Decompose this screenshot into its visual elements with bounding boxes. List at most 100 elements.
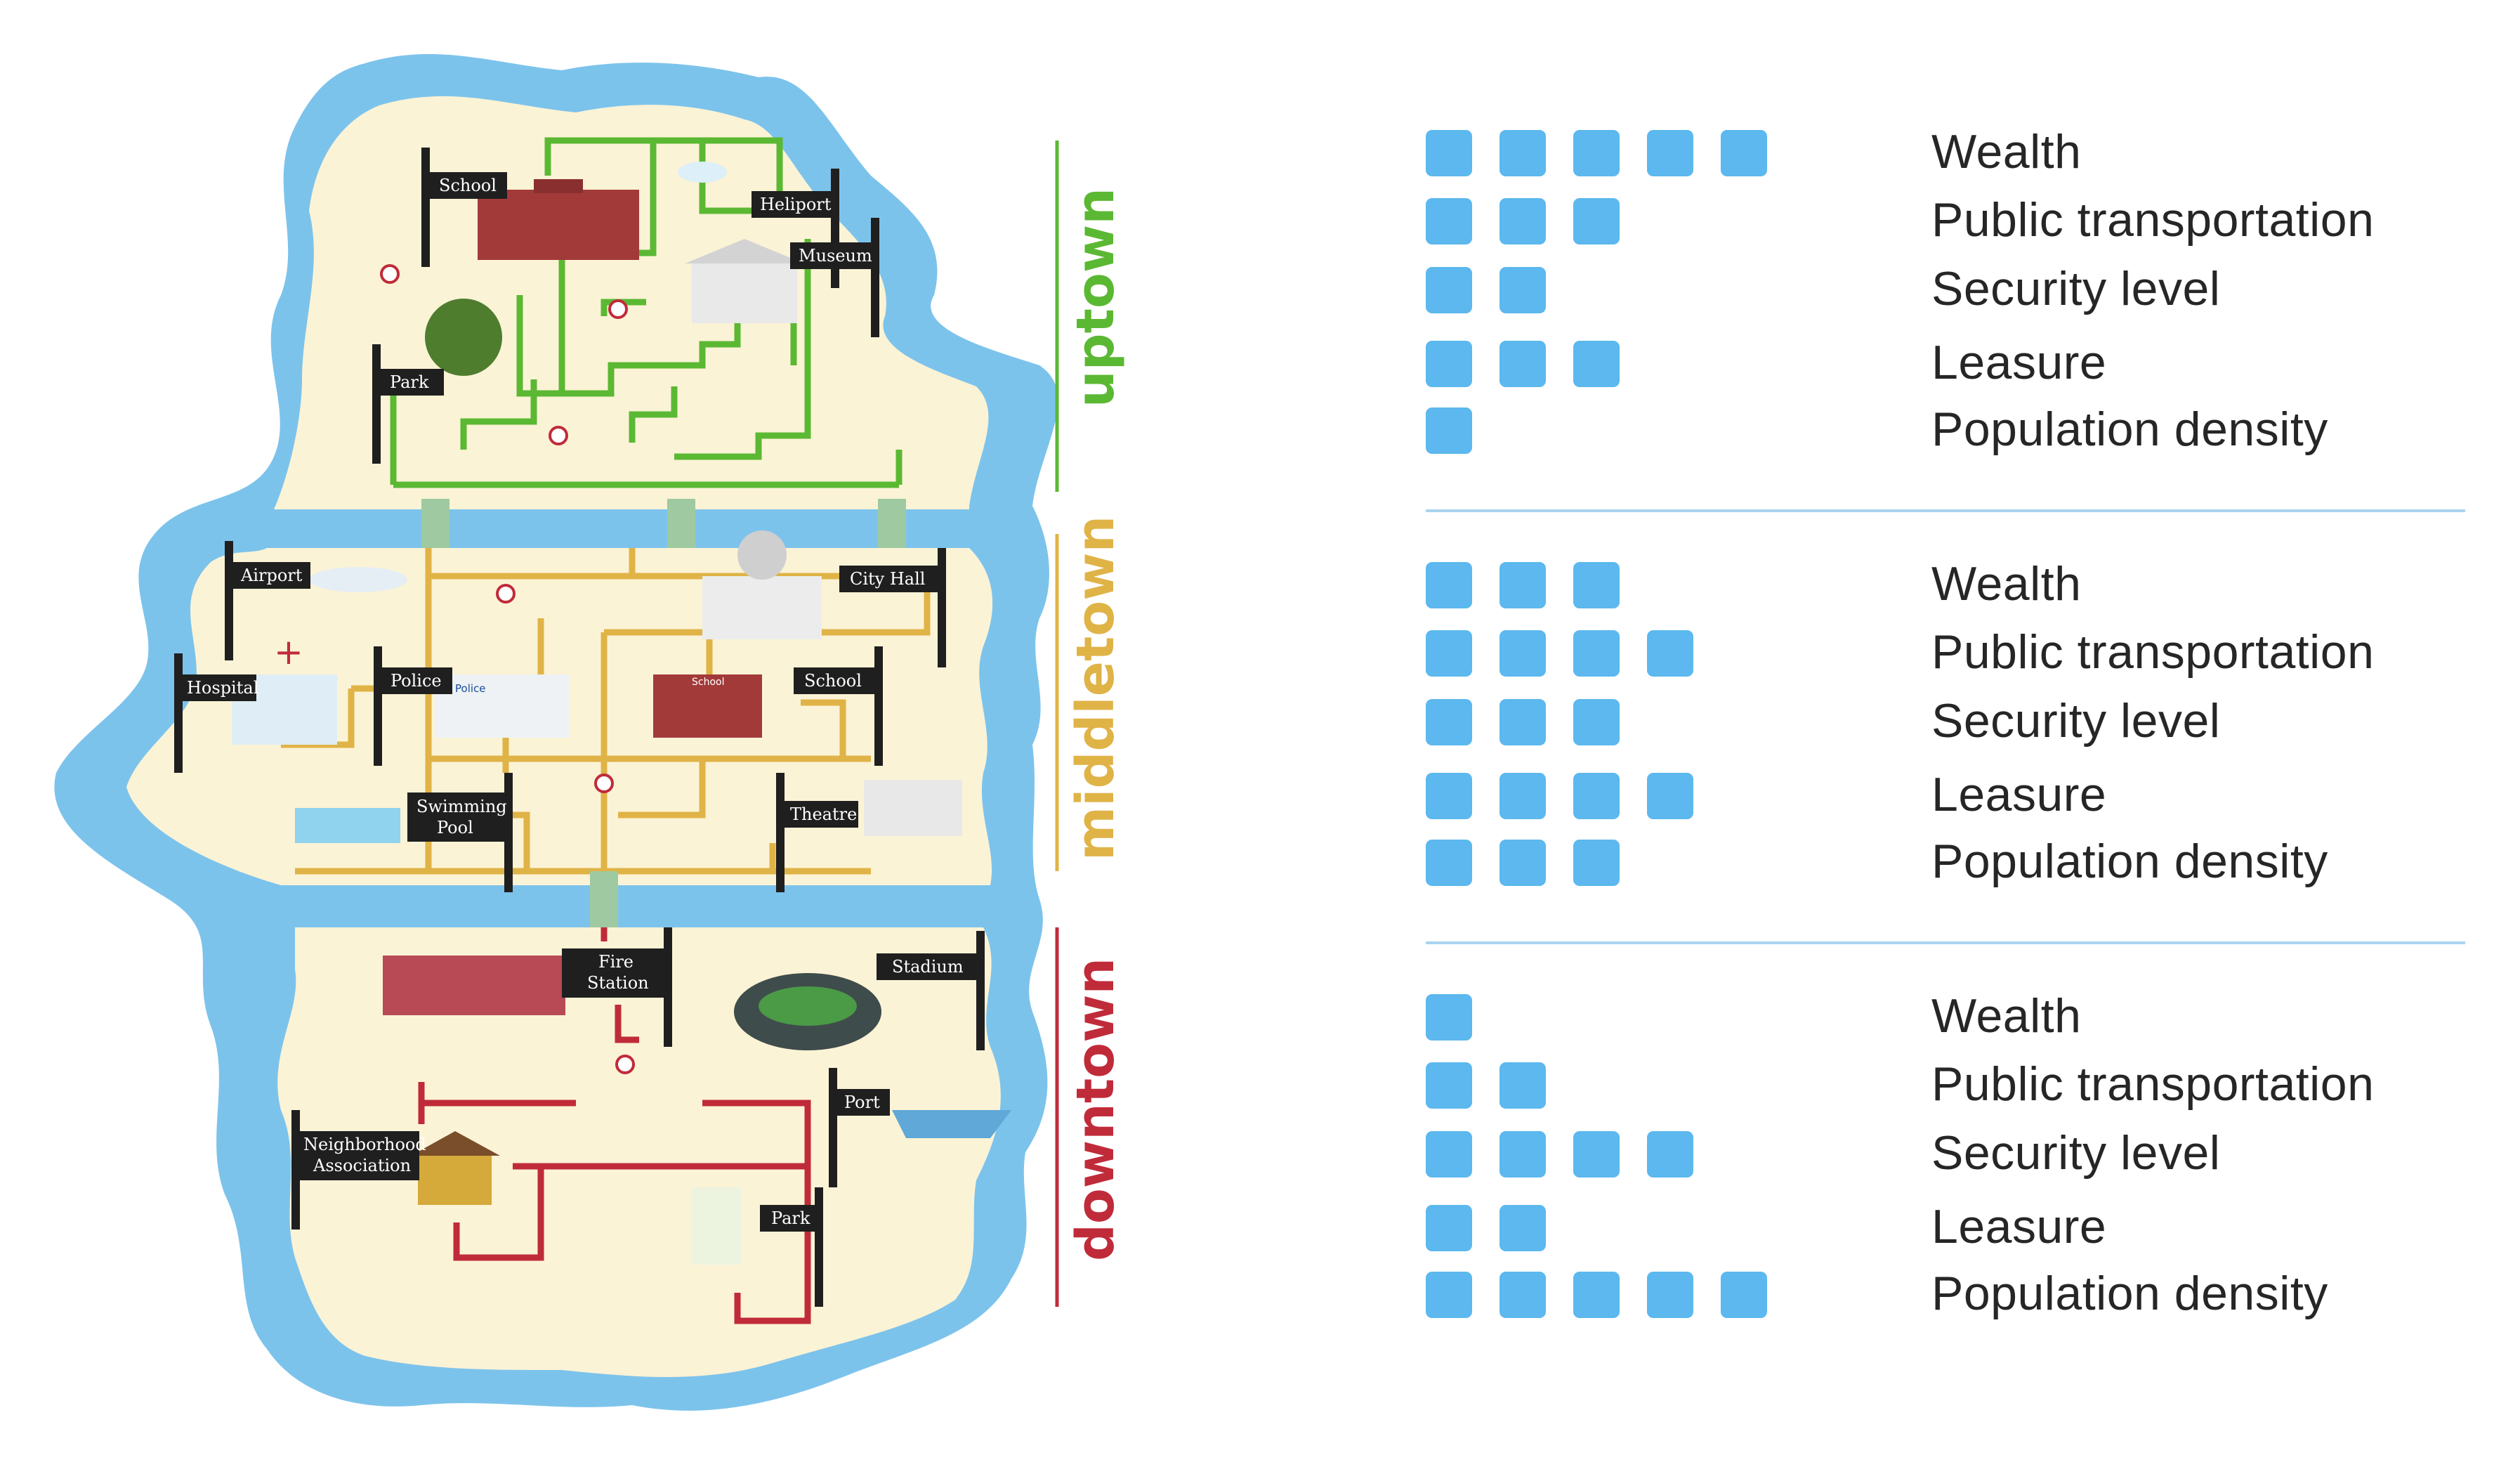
rating-label: Security level (1931, 694, 2221, 748)
sign-theatre: Theatre (776, 773, 858, 892)
rating-row: Leasure (1426, 336, 2472, 397)
rating-square (1499, 773, 1546, 819)
rating-square (1573, 1272, 1620, 1318)
rating-label: Leasure (1931, 1200, 2107, 1253)
rating-square (1426, 1272, 1472, 1318)
rating-square (1573, 1131, 1620, 1178)
sign-airport: Airport (225, 541, 310, 660)
rating-square (1426, 198, 1472, 244)
museum-building (685, 239, 804, 323)
airplane-icon (309, 567, 407, 592)
rating-square (1426, 699, 1472, 745)
rating-square (1499, 1205, 1546, 1251)
rating-row: Public transportation (1426, 1057, 2472, 1118)
rating-label: Population density (1931, 835, 2328, 888)
city-hall-building (702, 530, 822, 639)
rating-label: Wealth (1931, 125, 2082, 178)
svg-text:Association: Association (313, 1156, 411, 1175)
rating-square (1499, 1131, 1546, 1178)
panel-uptown: Wealth Public transportation Security leve… (1426, 125, 2472, 460)
rating-row: Wealth (1426, 989, 2472, 1050)
rating-square (1573, 840, 1620, 886)
downtown-label: downtown (1065, 958, 1126, 1261)
rating-square (1573, 562, 1620, 608)
rating-label: Security level (1931, 1126, 2221, 1180)
rating-label: Public transportation (1931, 1057, 2375, 1111)
rating-square (1426, 840, 1472, 886)
sign-park-downtown: Park (760, 1187, 823, 1307)
rating-label: Leasure (1931, 336, 2107, 389)
rating-row: Wealth (1426, 557, 2472, 618)
rating-row: Leasure (1426, 768, 2472, 829)
rating-square (1573, 341, 1620, 387)
rating-label: Wealth (1931, 989, 2082, 1043)
divider-2 (1426, 941, 2465, 944)
divider-1 (1426, 509, 2465, 512)
rating-square (1426, 267, 1472, 313)
rating-square (1573, 130, 1620, 176)
rating-square (1573, 198, 1620, 244)
school-building-label: School (692, 677, 724, 688)
rating-square (1647, 630, 1693, 677)
rating-square (1426, 630, 1472, 677)
rating-square (1647, 1131, 1693, 1178)
sign-stadium: Stadium (877, 931, 985, 1050)
ship-icon (892, 1110, 1011, 1138)
rating-row: Security level (1426, 694, 2472, 755)
svg-text:Pool: Pool (437, 818, 473, 837)
rating-square (1499, 267, 1546, 313)
sign-police: Police (374, 646, 452, 766)
uptown-roads (390, 137, 903, 488)
svg-text:Park: Park (390, 372, 429, 392)
rating-square (1499, 699, 1546, 745)
svg-text:Hospital: Hospital (187, 678, 258, 698)
panel-downtown: Wealth Public transportation Security leve… (1426, 989, 2472, 1324)
rating-square (1721, 1272, 1767, 1318)
rating-label: Security level (1931, 262, 2221, 315)
sign-swimming-pool: Swimming Pool (407, 773, 513, 892)
svg-text:Swimming: Swimming (416, 797, 507, 816)
rating-square (1499, 1272, 1546, 1318)
rating-square (1573, 699, 1620, 745)
rating-row: Public transportation (1426, 625, 2472, 686)
park-gazebo (692, 1187, 741, 1265)
rating-square (1573, 773, 1620, 819)
rating-row: Leasure (1426, 1200, 2472, 1261)
rating-square (1721, 130, 1767, 176)
rating-label: Population density (1931, 1267, 2328, 1320)
rating-square (1426, 773, 1472, 819)
rating-square (1499, 562, 1546, 608)
rating-row: Security level (1426, 262, 2472, 323)
sign-museum: Museum (790, 218, 879, 337)
rating-row: Population density (1426, 1267, 2472, 1328)
rating-square (1499, 630, 1546, 677)
downtown-roads (418, 899, 811, 1324)
svg-text:+: + (274, 632, 303, 672)
rating-row: Security level (1426, 1126, 2472, 1187)
svg-text:Neighborhood: Neighborhood (303, 1135, 426, 1154)
rating-square (1426, 130, 1472, 176)
rating-square (1426, 994, 1472, 1041)
swimming-pool (295, 808, 400, 843)
sign-hospital: Hospital (174, 653, 258, 773)
svg-text:School: School (804, 671, 862, 691)
rating-square (1499, 1062, 1546, 1109)
rating-square (1426, 1131, 1472, 1178)
rating-square (1647, 130, 1693, 176)
city-map: uptown middletown downtown + Police Scho… (54, 54, 1126, 1411)
rating-row: Public transportation (1426, 193, 2472, 254)
svg-text:Port: Port (844, 1093, 880, 1112)
rating-square (1426, 1205, 1472, 1251)
school-uptown-building (478, 179, 639, 260)
panel-middletown: Wealth Public transportation Security leve… (1426, 557, 2472, 892)
svg-text:Fire: Fire (598, 952, 634, 972)
svg-text:Theatre: Theatre (790, 804, 857, 824)
rating-row: Population density (1426, 403, 2472, 464)
rating-square (1499, 341, 1546, 387)
rating-label: Public transportation (1931, 193, 2375, 247)
sign-city-hall: City Hall (839, 548, 946, 667)
uptown-label: uptown (1065, 188, 1126, 407)
svg-text:Heliport: Heliport (760, 195, 832, 214)
sign-neighborhood-association: Neighborhood Association (291, 1110, 426, 1230)
